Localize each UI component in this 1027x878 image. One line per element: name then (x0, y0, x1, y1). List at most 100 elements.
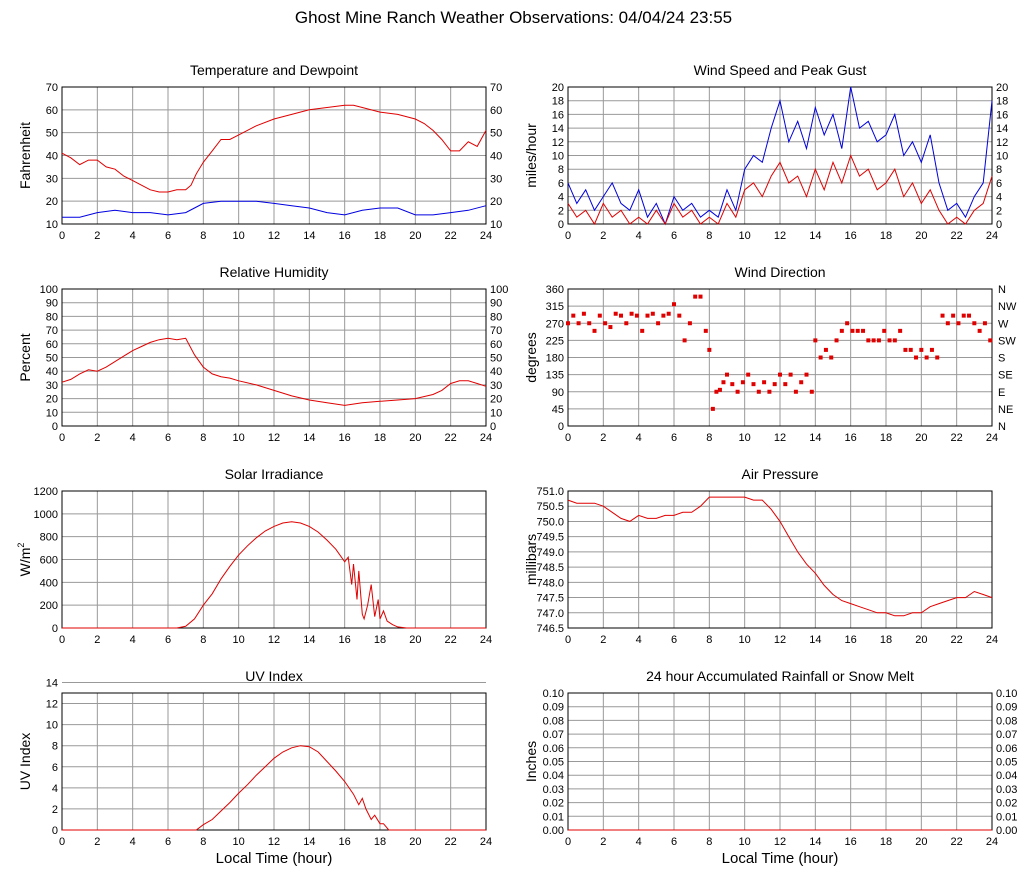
y-tick-label: 20 (46, 394, 58, 406)
data-point (945, 321, 950, 326)
data-point (919, 347, 924, 352)
y-tick-label: 30 (46, 380, 58, 392)
x-tick-label: 8 (200, 432, 206, 444)
x-tick-label: 20 (915, 230, 927, 242)
x-tick-label: 20 (915, 836, 927, 848)
y-tick-label: 748.0 (536, 577, 564, 589)
y-tick-label: 1200 (34, 486, 58, 498)
y-tick-label: 8 (52, 741, 58, 753)
x-tick-label: 18 (880, 836, 892, 848)
y-axis-label: Percent (17, 333, 33, 381)
series-line-0 (61, 337, 487, 406)
x-tick-label: 16 (339, 230, 351, 242)
x-tick-label: 24 (480, 230, 492, 242)
x-tick-label: 0 (565, 634, 571, 646)
x-tick-label: 4 (636, 836, 642, 848)
x-tick-label: 2 (600, 432, 606, 444)
x-tick-label: 12 (268, 230, 280, 242)
x-tick-label: 2 (94, 836, 100, 848)
y-tick-label: 10 (552, 151, 564, 163)
x-tick-label: 2 (600, 634, 606, 646)
x-tick-label: 6 (165, 634, 171, 646)
x-tick-label: 2 (94, 230, 100, 242)
data-point (576, 321, 581, 326)
x-tick-label: 12 (268, 432, 280, 444)
y-tick-label-right: 0.01 (996, 811, 1017, 823)
y-tick-label-right: 100 (490, 284, 508, 296)
y-tick-label-right: 70 (490, 325, 502, 337)
y-tick-label: 749.0 (536, 547, 564, 559)
series-line-0 (62, 521, 486, 629)
data-point (924, 355, 929, 360)
y-tick-label-right: 4 (996, 192, 1002, 204)
data-point (661, 313, 666, 318)
data-point (703, 328, 708, 333)
x-tick-label: 12 (268, 634, 280, 646)
data-point (892, 338, 897, 343)
x-tick-label: 22 (445, 432, 457, 444)
y-tick-label: 70 (46, 325, 58, 337)
data-point (829, 355, 834, 360)
y-tick-label: 747.0 (536, 608, 564, 620)
compass-label: SW (998, 335, 1016, 347)
y-tick-label: 135 (546, 370, 564, 382)
plot-frame (567, 490, 993, 629)
x-tick-label: 10 (739, 836, 751, 848)
data-point (799, 380, 804, 385)
chart-title: Relative Humidity (220, 264, 329, 280)
data-point (624, 321, 629, 326)
y-tick-label-right: 0.09 (996, 702, 1017, 714)
y-tick-label: 12 (552, 137, 564, 149)
compass-label: E (998, 387, 1005, 399)
y-tick-label: 2 (558, 205, 564, 217)
data-point (707, 347, 712, 352)
x-tick-label: 6 (165, 836, 171, 848)
y-tick-label: 30 (46, 173, 58, 185)
data-point (566, 321, 570, 326)
y-tick-label: 1000 (34, 509, 58, 521)
x-tick-label: 16 (845, 634, 857, 646)
y-tick-label: 20 (552, 82, 564, 94)
data-point (721, 380, 726, 385)
x-tick-label: 22 (951, 634, 963, 646)
x-tick-label: 4 (130, 836, 136, 848)
x-tick-label: 10 (233, 836, 245, 848)
x-tick-label: 14 (303, 432, 315, 444)
x-tick-label: 2 (94, 432, 100, 444)
data-point (866, 338, 871, 343)
data-point (855, 328, 860, 333)
x-tick-label: 16 (339, 836, 351, 848)
x-tick-label: 22 (445, 836, 457, 848)
x-tick-label: 14 (809, 836, 821, 848)
plot-frame (61, 288, 487, 427)
x-tick-label: 14 (303, 836, 315, 848)
x-tick-label: 24 (986, 432, 998, 444)
y-tick-label-right: 0.08 (996, 715, 1017, 727)
y-tick-label: 90 (46, 298, 58, 310)
data-point (735, 389, 740, 394)
y-tick-label: 0.07 (543, 729, 564, 741)
y-tick-label: 180 (546, 353, 564, 365)
x-tick-label: 4 (636, 230, 642, 242)
y-tick-label: 600 (40, 555, 58, 567)
x-tick-label: 6 (671, 634, 677, 646)
y-tick-label: 0 (52, 623, 58, 635)
y-tick-label: 315 (546, 301, 564, 313)
y-tick-label: 747.5 (536, 593, 564, 605)
x-tick-label: 10 (739, 634, 751, 646)
y-tick-label: 40 (46, 366, 58, 378)
x-tick-label: 12 (774, 230, 786, 242)
y-tick-label-right: 2 (996, 205, 1002, 217)
x-tick-label: 10 (233, 230, 245, 242)
y-axis-label: Fahrenheit (17, 122, 33, 189)
y-tick-label: 0.02 (543, 798, 564, 810)
y-tick-label: 4 (52, 783, 58, 795)
x-tick-label: 20 (409, 634, 421, 646)
x-tick-label: 24 (986, 836, 998, 848)
x-tick-label: 10 (233, 432, 245, 444)
y-tick-label: 0.10 (543, 688, 564, 700)
y-tick-label-right: 40 (490, 366, 502, 378)
x-tick-label: 22 (445, 230, 457, 242)
x-tick-label: 4 (130, 432, 136, 444)
